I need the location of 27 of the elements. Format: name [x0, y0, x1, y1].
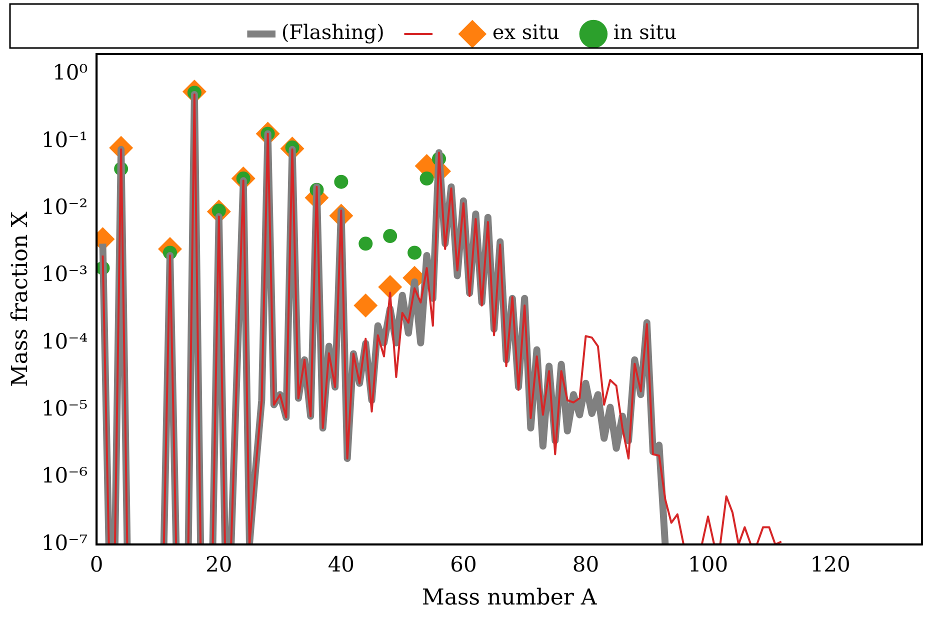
point	[383, 229, 398, 244]
y-tick-label: 10⁰	[52, 60, 88, 85]
x-tick-label: 100	[688, 552, 728, 576]
x-tick-label: 20	[206, 552, 232, 576]
legend-label: ex situ	[492, 20, 560, 44]
legend-label: (Flashing)	[281, 20, 384, 44]
point	[408, 246, 422, 260]
y-tick-label: 10⁻³	[41, 262, 88, 286]
y-tick-label: 10⁻⁵	[41, 396, 88, 421]
y-tick-label: 10⁻¹	[41, 128, 88, 152]
y-tick-label: 10⁻⁷	[41, 530, 88, 555]
x-axis-title: Mass number A	[422, 586, 598, 611]
x-tick-label: 0	[90, 552, 104, 576]
point	[354, 294, 378, 318]
legend-label: in situ	[613, 20, 677, 44]
x-tick-label: 60	[450, 552, 477, 576]
point	[358, 236, 373, 251]
point	[420, 172, 434, 186]
y-tick-label: 10⁻⁴	[41, 329, 88, 354]
y-axis-title: Mass fraction X	[8, 211, 33, 387]
y-tick-label: 10⁻⁶	[41, 464, 88, 488]
y-tick-label: 10⁻²	[41, 195, 88, 220]
x-tick-label: 40	[328, 552, 355, 576]
point	[334, 174, 348, 189]
x-tick-label: 120	[810, 552, 850, 576]
x-tick-label: 80	[572, 552, 600, 576]
point	[378, 274, 402, 299]
